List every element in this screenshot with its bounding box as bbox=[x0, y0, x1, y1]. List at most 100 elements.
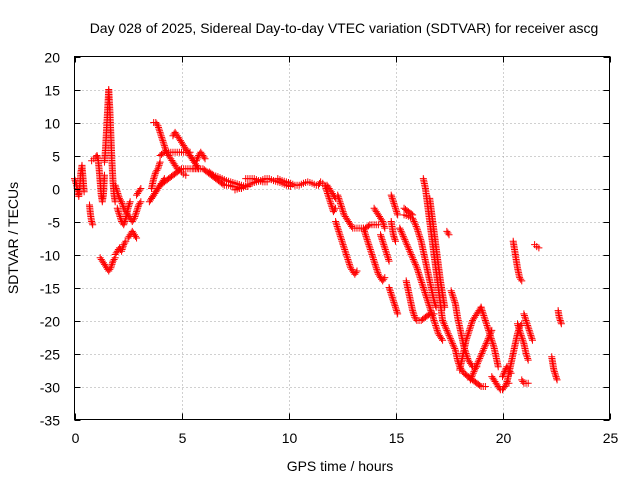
data-point bbox=[520, 310, 528, 318]
data-point bbox=[415, 229, 423, 237]
data-point bbox=[513, 320, 521, 328]
data-point bbox=[417, 277, 425, 285]
data-point bbox=[550, 368, 558, 376]
data-point bbox=[506, 368, 514, 376]
data-point bbox=[381, 244, 389, 252]
data-point bbox=[388, 194, 396, 202]
data-point bbox=[364, 222, 372, 230]
data-point bbox=[432, 323, 440, 331]
data-point bbox=[112, 183, 120, 191]
data-point bbox=[156, 160, 164, 168]
x-axis-label: GPS time / hours bbox=[287, 458, 394, 474]
x-tick-label: 25 bbox=[603, 430, 619, 446]
data-point bbox=[389, 198, 397, 206]
data-point bbox=[200, 153, 208, 161]
data-point bbox=[370, 255, 378, 263]
data-point bbox=[419, 282, 427, 290]
data-point bbox=[337, 201, 345, 209]
data-point bbox=[367, 247, 375, 255]
data-point bbox=[336, 199, 344, 207]
x-tick-label: 0 bbox=[72, 430, 80, 446]
data-point bbox=[522, 317, 530, 324]
data-point bbox=[429, 313, 437, 321]
data-point bbox=[517, 331, 525, 339]
data-point bbox=[182, 171, 190, 179]
data-point bbox=[412, 262, 420, 270]
data-point bbox=[442, 325, 450, 333]
data-point bbox=[327, 201, 335, 209]
data-point bbox=[417, 236, 425, 244]
data-point bbox=[391, 203, 399, 211]
data-point bbox=[409, 211, 417, 219]
data-point bbox=[415, 231, 423, 239]
data-point bbox=[425, 302, 433, 310]
data-point bbox=[120, 219, 128, 227]
data-point bbox=[384, 254, 392, 262]
data-point bbox=[136, 186, 144, 194]
data-point bbox=[156, 128, 164, 136]
data-point bbox=[126, 199, 134, 207]
data-point bbox=[363, 234, 371, 242]
data-point bbox=[415, 270, 423, 278]
data-point bbox=[519, 338, 527, 346]
x-tick-label: 10 bbox=[282, 430, 298, 446]
data-point bbox=[518, 333, 526, 341]
data-point bbox=[383, 252, 391, 260]
data-point bbox=[423, 295, 431, 303]
data-point bbox=[378, 236, 386, 244]
data-point bbox=[421, 290, 429, 298]
data-point bbox=[477, 303, 485, 311]
data-point bbox=[420, 285, 428, 293]
data-point bbox=[119, 201, 127, 209]
data-point bbox=[137, 198, 145, 206]
data-point bbox=[154, 122, 162, 130]
data-point bbox=[411, 221, 419, 229]
data-point bbox=[337, 203, 345, 211]
data-point bbox=[373, 267, 381, 275]
data-point bbox=[115, 193, 123, 201]
data-point bbox=[380, 221, 388, 229]
data-point bbox=[476, 381, 484, 389]
data-point bbox=[339, 241, 347, 249]
data-point bbox=[131, 213, 139, 221]
data-point bbox=[404, 244, 412, 252]
data-point bbox=[151, 171, 159, 179]
data-point bbox=[399, 231, 407, 239]
data-point bbox=[336, 231, 344, 239]
data-point bbox=[553, 376, 561, 384]
data-point bbox=[126, 198, 134, 206]
data-point bbox=[464, 331, 472, 339]
data-point bbox=[389, 196, 397, 204]
data-point bbox=[119, 242, 127, 250]
data-point bbox=[479, 308, 487, 316]
data-point bbox=[113, 188, 121, 196]
data-point bbox=[377, 232, 385, 240]
data-point bbox=[555, 313, 563, 321]
data-point bbox=[522, 350, 530, 357]
data-point bbox=[116, 213, 124, 221]
data-point bbox=[396, 224, 404, 232]
data-point bbox=[418, 280, 426, 288]
data-point bbox=[393, 208, 401, 216]
data-point bbox=[132, 209, 140, 217]
data-point bbox=[550, 366, 558, 374]
data-point bbox=[416, 274, 424, 282]
data-point bbox=[154, 163, 162, 171]
data-point bbox=[438, 335, 446, 343]
data-point bbox=[137, 185, 145, 192]
data-point bbox=[337, 234, 345, 242]
y-tick-label: -5 bbox=[48, 215, 61, 231]
data-point bbox=[424, 298, 432, 306]
data-point bbox=[407, 251, 415, 258]
data-point bbox=[176, 166, 184, 174]
data-point bbox=[409, 308, 417, 316]
data-point bbox=[391, 302, 399, 310]
data-point bbox=[471, 364, 479, 372]
data-point bbox=[468, 373, 476, 381]
data-point bbox=[108, 260, 116, 268]
data-point bbox=[379, 218, 387, 225]
data-point bbox=[480, 313, 488, 321]
data-point bbox=[339, 239, 347, 247]
data-point bbox=[106, 265, 114, 273]
data-point bbox=[388, 292, 396, 300]
